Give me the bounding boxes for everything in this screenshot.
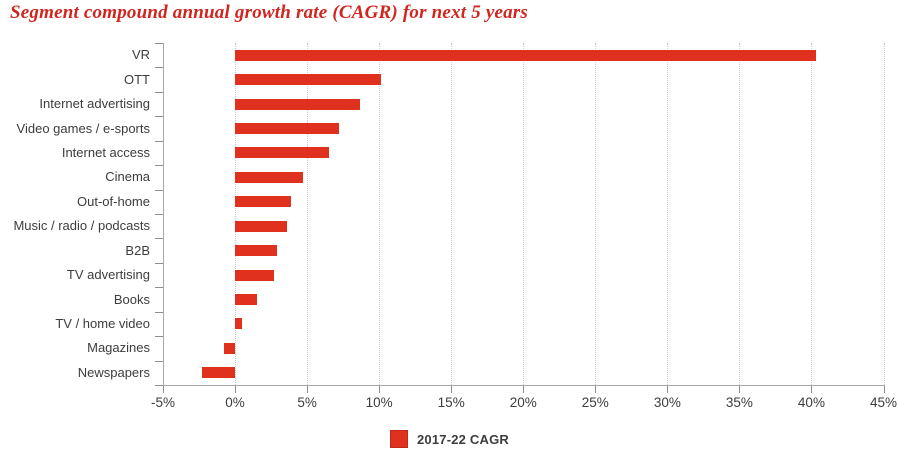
category-label-out-of-home: Out-of-home bbox=[77, 193, 150, 209]
x-tick-label-0: 0% bbox=[225, 395, 245, 410]
x-tick-label-10: 10% bbox=[365, 395, 393, 410]
bar-internet-advertising bbox=[235, 98, 361, 110]
category-label-video-games-e-sports: Video games / e-sports bbox=[16, 120, 150, 136]
category-tick-6 bbox=[155, 189, 163, 191]
x-tick-0 bbox=[235, 386, 237, 393]
category-label-internet-advertising: Internet advertising bbox=[39, 96, 150, 112]
x-tick-30 bbox=[667, 386, 669, 393]
gridline-15 bbox=[451, 43, 453, 385]
legend-label: 2017-22 CAGR bbox=[417, 431, 509, 447]
x-tick-label--5: -5% bbox=[150, 395, 175, 410]
bar-vr bbox=[235, 49, 816, 61]
bar-magazines bbox=[223, 342, 236, 354]
gridline-0 bbox=[235, 43, 237, 385]
x-tick-label-20: 20% bbox=[509, 395, 537, 410]
bar-internet-access bbox=[235, 147, 329, 159]
category-tick-12 bbox=[155, 336, 163, 338]
bar-tv-home-video bbox=[235, 318, 243, 330]
category-tick-11 bbox=[155, 311, 163, 313]
x-tick-20 bbox=[523, 386, 525, 393]
bar-ott bbox=[235, 74, 381, 86]
legend: 2017-22 CAGR bbox=[390, 430, 509, 448]
x-tick--5 bbox=[163, 386, 164, 393]
bar-video-games-e-sports bbox=[235, 123, 339, 134]
bar-cinema bbox=[235, 171, 303, 183]
x-tick-label-25: 25% bbox=[581, 395, 609, 410]
x-tick-40 bbox=[811, 386, 813, 393]
category-tick-1 bbox=[155, 67, 163, 69]
chart-title: Segment compound annual growth rate (CAG… bbox=[10, 2, 528, 23]
bar-tv-advertising bbox=[235, 269, 274, 281]
category-tick-14 bbox=[155, 385, 163, 386]
x-tick-5 bbox=[307, 386, 309, 393]
category-tick-2 bbox=[155, 91, 163, 93]
category-tick-0 bbox=[155, 43, 163, 44]
bar-out-of-home bbox=[235, 196, 292, 208]
gridline-10 bbox=[379, 43, 381, 385]
category-label-ott: OTT bbox=[124, 71, 150, 87]
gridline-30 bbox=[667, 43, 669, 385]
category-label-magazines: Magazines bbox=[87, 340, 150, 356]
category-label-tv-advertising: TV advertising bbox=[66, 267, 150, 283]
x-tick-label-5: 5% bbox=[297, 395, 317, 410]
category-label-b2b: B2B bbox=[125, 242, 150, 258]
x-tick-label-30: 30% bbox=[653, 395, 681, 410]
gridline-20 bbox=[523, 43, 525, 385]
bar-music-radio-podcasts bbox=[235, 220, 287, 232]
category-label-tv-home-video: TV / home video bbox=[55, 315, 150, 331]
category-tick-4 bbox=[155, 140, 163, 142]
x-axis-line bbox=[163, 385, 885, 386]
gridline-45 bbox=[883, 43, 885, 385]
y-axis-line bbox=[163, 43, 164, 386]
category-label-newspapers: Newspapers bbox=[77, 364, 150, 380]
x-tick-label-40: 40% bbox=[797, 395, 825, 410]
category-label-books: Books bbox=[113, 291, 150, 307]
x-tick-label-15: 15% bbox=[437, 395, 465, 410]
gridline-5 bbox=[307, 43, 309, 385]
category-tick-3 bbox=[155, 116, 163, 118]
x-tick-35 bbox=[739, 386, 741, 393]
x-tick-45 bbox=[883, 386, 885, 393]
gridline-40 bbox=[811, 43, 813, 385]
category-tick-7 bbox=[155, 214, 163, 215]
category-label-cinema: Cinema bbox=[105, 169, 150, 185]
gridline-25 bbox=[595, 43, 597, 385]
category-tick-10 bbox=[155, 287, 163, 289]
gridline-35 bbox=[739, 43, 741, 385]
category-label-music-radio-podcasts: Music / radio / podcasts bbox=[13, 218, 150, 234]
category-label-internet-access: Internet access bbox=[61, 144, 150, 160]
x-tick-label-45: 45% bbox=[869, 395, 898, 410]
category-tick-9 bbox=[155, 262, 163, 264]
bar-b2b bbox=[235, 245, 277, 257]
x-tick-10 bbox=[379, 386, 381, 393]
x-tick-25 bbox=[595, 386, 597, 393]
category-label-vr: VR bbox=[131, 47, 150, 63]
category-tick-5 bbox=[155, 165, 163, 167]
bar-books bbox=[235, 294, 257, 305]
x-tick-label-35: 35% bbox=[725, 395, 753, 410]
category-tick-13 bbox=[155, 360, 163, 362]
bar-newspapers bbox=[201, 367, 236, 379]
category-tick-8 bbox=[155, 238, 163, 240]
x-tick-15 bbox=[451, 386, 453, 393]
legend-swatch bbox=[390, 430, 408, 448]
